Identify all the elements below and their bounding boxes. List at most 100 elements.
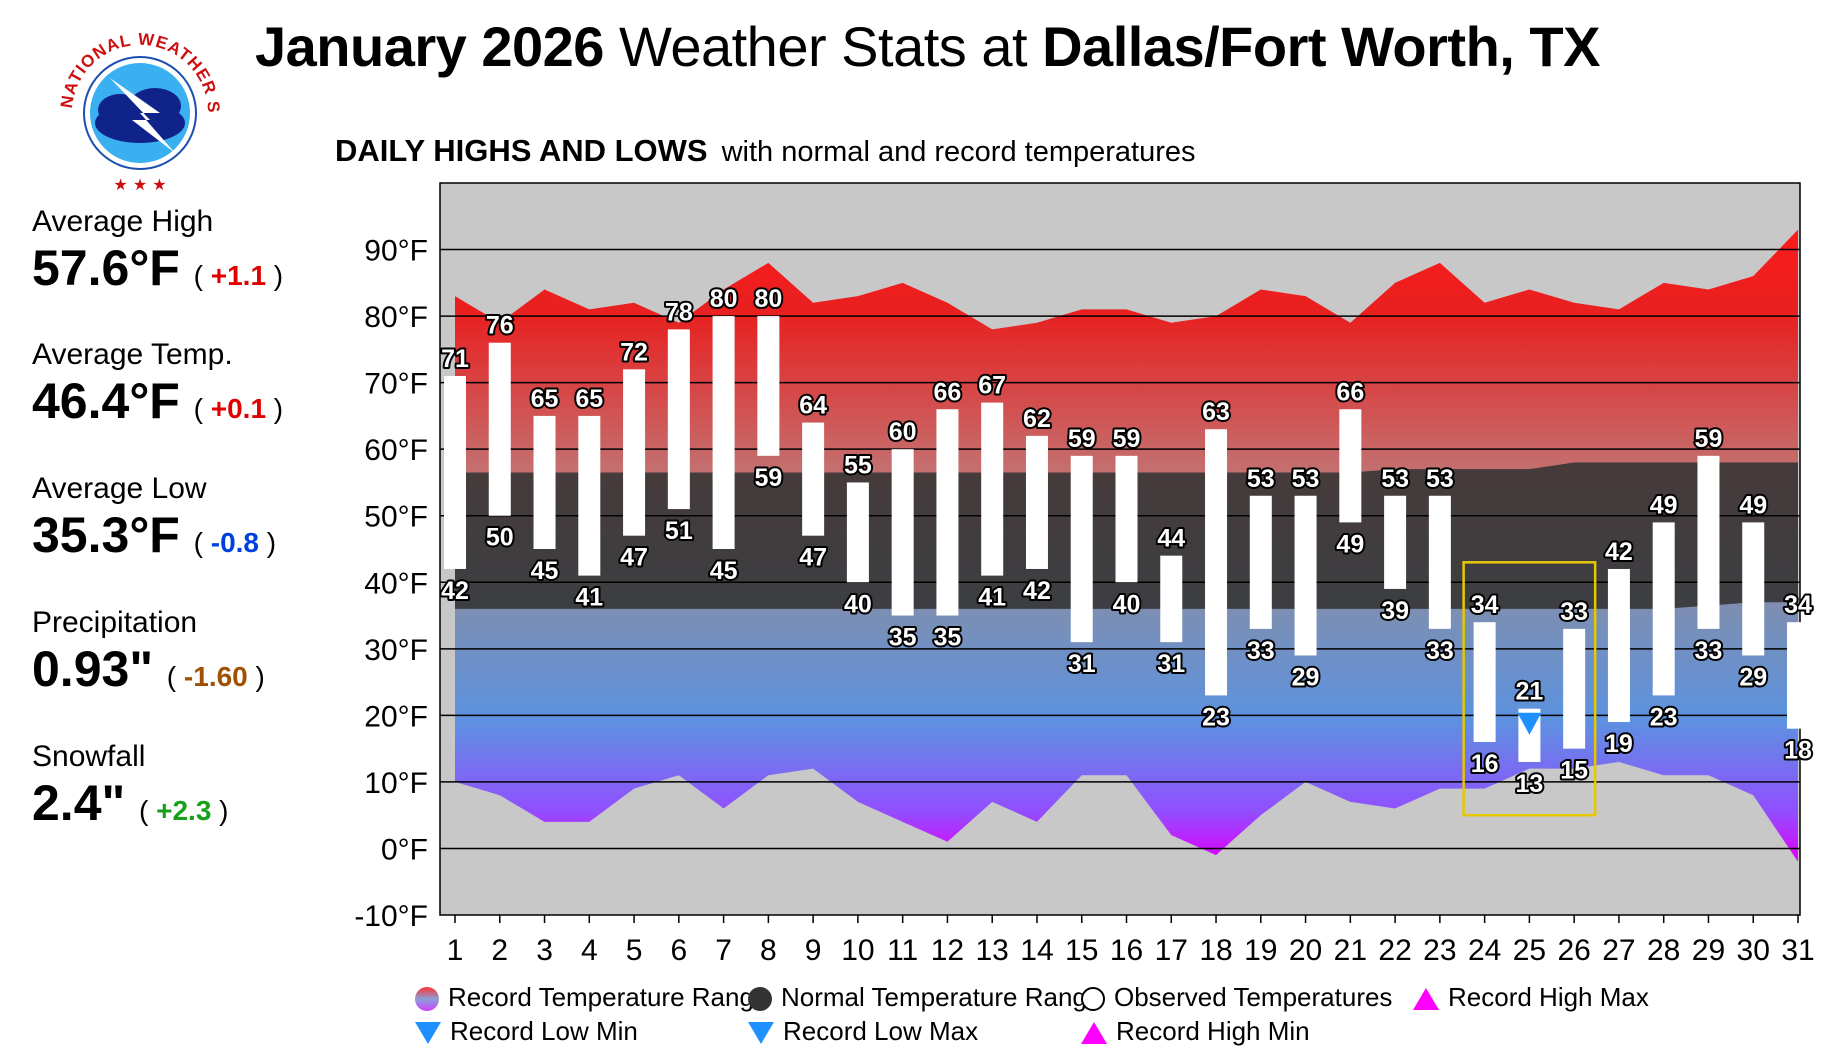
low-value-label: 41 — [978, 584, 1006, 612]
record-low-min-icon — [415, 1022, 441, 1045]
observed-bar — [1652, 522, 1675, 696]
stat-value: 35.3°F — [32, 507, 180, 563]
low-value-label: 40 — [844, 590, 872, 618]
legend-label: Record Temperature Range — [448, 982, 769, 1012]
record-high-max-icon — [1413, 988, 1439, 1011]
legend-label: Record Low Max — [783, 1016, 979, 1046]
x-tick-label: 21 — [1334, 934, 1367, 967]
stat-label: Average Low — [32, 472, 207, 505]
stat-value: 46.4°F — [32, 373, 180, 429]
x-tick-label: 23 — [1423, 934, 1456, 967]
title-month: January 2026 — [255, 15, 604, 78]
high-value-label: 44 — [1157, 525, 1185, 553]
high-value-label: 49 — [1650, 491, 1678, 519]
high-value-label: 59 — [1068, 425, 1096, 453]
x-tick-label: 2 — [491, 934, 508, 967]
high-value-label: 59 — [1113, 425, 1141, 453]
x-tick-label: 22 — [1378, 934, 1411, 967]
x-tick-label: 29 — [1692, 934, 1725, 967]
high-value-label: 80 — [710, 285, 738, 313]
observed-bar — [1070, 455, 1093, 643]
x-tick-label: 1 — [447, 934, 464, 967]
x-tick-label: 12 — [931, 934, 964, 967]
low-value-label: 29 — [1292, 663, 1320, 691]
chart-title: DAILY HIGHS AND LOWS — [335, 133, 708, 168]
low-value-label: 33 — [1247, 637, 1275, 665]
high-value-label: 65 — [575, 385, 603, 413]
high-value-label: 42 — [1605, 538, 1633, 566]
x-tick-label: 31 — [1781, 934, 1814, 967]
low-value-label: 35 — [934, 624, 962, 652]
legend-label: Record High Min — [1116, 1016, 1310, 1046]
legend-label: Record Low Min — [450, 1016, 638, 1046]
low-value-label: 18 — [1784, 737, 1812, 765]
observed-bar — [1563, 628, 1586, 749]
high-value-label: 66 — [934, 378, 962, 406]
x-tick-label: 6 — [670, 934, 687, 967]
stat-block: Average Temp. 46.4°F ( +0.1 ) — [32, 338, 283, 430]
stat-label: Average High — [32, 205, 214, 238]
high-value-label: 64 — [799, 392, 827, 420]
x-tick-label: 25 — [1513, 934, 1546, 967]
legend-record-low-max: Record Low Max — [747, 1016, 978, 1047]
observed-bar — [533, 415, 556, 549]
legend-normal-range: Normal Temperature Range — [747, 982, 1101, 1013]
chart-subtitle: DAILY HIGHS AND LOWS with normal and reco… — [335, 133, 1196, 169]
high-value-label: 72 — [620, 338, 648, 366]
low-value-label: 42 — [441, 577, 469, 605]
observed-bar — [623, 369, 646, 536]
high-value-label: 55 — [844, 451, 872, 479]
legend-label: Observed Temperatures — [1114, 982, 1393, 1012]
high-value-label: 49 — [1739, 491, 1767, 519]
y-tick-label: 30°F — [364, 634, 428, 667]
legend-observed: Observed Temperatures — [1080, 982, 1392, 1013]
stat-departure: ( +0.1 ) — [185, 393, 284, 424]
observed-bar — [1025, 435, 1048, 569]
y-tick-label: 20°F — [364, 700, 428, 733]
record-low-max-marker — [1517, 712, 1542, 735]
observed-bar — [444, 375, 466, 569]
stat-block: Average Low 35.3°F ( -0.8 ) — [32, 472, 276, 564]
x-tick-label: 18 — [1199, 934, 1232, 967]
high-value-label: 59 — [1695, 425, 1723, 453]
observed-bar — [578, 415, 601, 576]
x-tick-label: 13 — [976, 934, 1009, 967]
y-tick-label: -10°F — [354, 900, 428, 933]
high-value-label: 76 — [486, 312, 514, 340]
low-value-label: 45 — [710, 557, 738, 585]
y-tick-label: 0°F — [381, 833, 428, 866]
x-tick-label: 15 — [1065, 934, 1098, 967]
low-value-label: 31 — [1157, 650, 1185, 678]
observed-bar — [667, 329, 690, 510]
high-value-label: 66 — [1336, 378, 1364, 406]
low-value-label: 23 — [1650, 703, 1678, 731]
observed-bar — [1697, 455, 1720, 629]
nws-logo: NATIONAL WEATHER SERVICE ★ ★ ★ — [40, 18, 222, 194]
highlight-box — [1462, 561, 1597, 817]
x-tick-label: 14 — [1020, 934, 1053, 967]
high-value-label: 34 — [1471, 591, 1499, 619]
low-value-label: 49 — [1336, 530, 1364, 558]
low-value-label: 29 — [1739, 663, 1767, 691]
observed-bar — [1787, 622, 1809, 729]
low-value-label: 31 — [1068, 650, 1096, 678]
legend-record-low-min: Record Low Min — [414, 1016, 638, 1047]
y-tick-label: 80°F — [364, 301, 428, 334]
stat-departure-value: +0.1 — [210, 393, 267, 424]
low-value-label: 45 — [531, 557, 559, 585]
high-value-label: 53 — [1292, 465, 1320, 493]
observed-bar — [712, 316, 735, 549]
x-tick-label: 20 — [1289, 934, 1322, 967]
observed-bar — [936, 409, 959, 616]
legend-record-range: Record Temperature Range — [414, 982, 768, 1013]
stat-value-row: 57.6°F ( +1.1 ) — [32, 239, 283, 297]
x-tick-label: 11 — [887, 934, 918, 967]
stat-departure-value: +1.1 — [210, 260, 267, 291]
observed-bar — [1742, 522, 1765, 656]
low-value-label: 13 — [1515, 770, 1543, 798]
x-tick-label: 8 — [760, 934, 777, 967]
high-value-label: 78 — [665, 298, 693, 326]
x-tick-label: 3 — [536, 934, 553, 967]
stat-value: 0.93" — [32, 641, 154, 697]
